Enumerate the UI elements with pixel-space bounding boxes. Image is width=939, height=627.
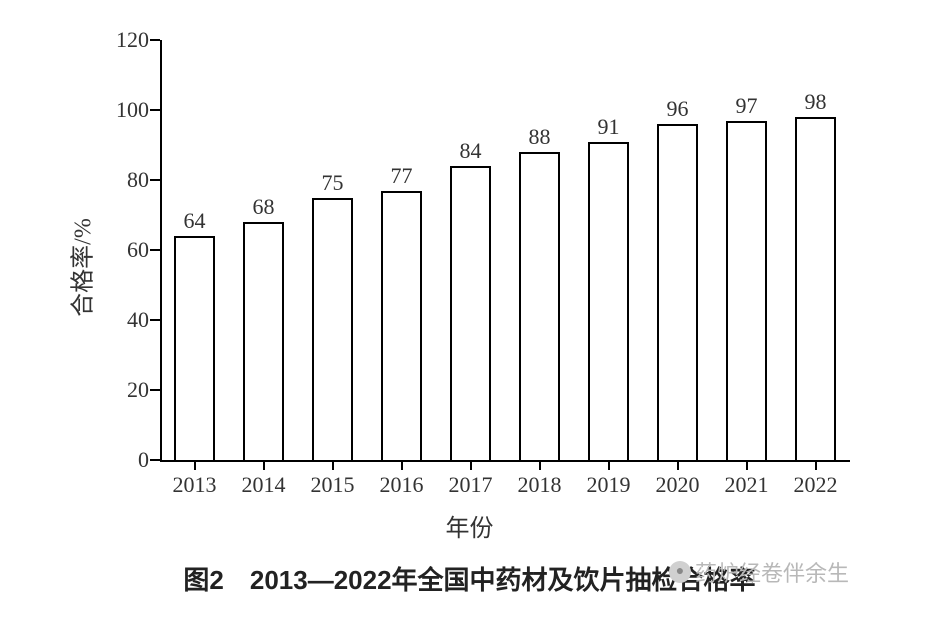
y-tick xyxy=(150,459,160,461)
bar-value-label: 98 xyxy=(805,89,827,115)
y-tick xyxy=(150,179,160,181)
x-tick-label: 2021 xyxy=(725,472,769,498)
x-tick xyxy=(815,460,817,470)
x-tick xyxy=(608,460,610,470)
x-tick-label: 2022 xyxy=(794,472,838,498)
y-tick xyxy=(150,109,160,111)
x-tick-label: 2018 xyxy=(518,472,562,498)
bar xyxy=(519,152,559,460)
bar xyxy=(312,198,352,461)
x-tick xyxy=(539,460,541,470)
bar-value-label: 84 xyxy=(460,138,482,164)
bar-value-label: 75 xyxy=(322,170,344,196)
bar xyxy=(726,121,766,461)
y-tick xyxy=(150,39,160,41)
x-tick-label: 2019 xyxy=(587,472,631,498)
y-tick-label: 100 xyxy=(89,97,149,123)
x-tick xyxy=(401,460,403,470)
x-tick-label: 2016 xyxy=(380,472,424,498)
bar-value-label: 88 xyxy=(529,124,551,150)
watermark: ● 药炉经卷伴余生 xyxy=(669,556,849,588)
bar xyxy=(588,142,628,461)
x-tick-label: 2017 xyxy=(449,472,493,498)
y-tick-label: 0 xyxy=(89,447,149,473)
y-tick xyxy=(150,389,160,391)
bar-value-label: 96 xyxy=(667,96,689,122)
x-tick xyxy=(677,460,679,470)
y-axis-line xyxy=(160,40,162,460)
bar xyxy=(450,166,490,460)
y-tick xyxy=(150,249,160,251)
chart-container: 0 20 40 60 80 100 120 2013 2014 2015 2016 2017 2018… xyxy=(50,20,889,540)
bar xyxy=(381,191,421,461)
x-tick xyxy=(746,460,748,470)
y-tick xyxy=(150,319,160,321)
x-tick xyxy=(470,460,472,470)
watermark-text: 药炉经卷伴余生 xyxy=(695,556,849,588)
bar-value-label: 68 xyxy=(253,194,275,220)
x-tick-label: 2020 xyxy=(656,472,700,498)
bar xyxy=(243,222,283,460)
bar-value-label: 91 xyxy=(598,114,620,140)
y-tick-label: 40 xyxy=(89,307,149,333)
x-axis-title: 年份 xyxy=(446,508,494,543)
bar-value-label: 64 xyxy=(184,208,206,234)
x-tick xyxy=(263,460,265,470)
y-axis-title: 合格率/% xyxy=(63,218,98,317)
y-tick-label: 120 xyxy=(89,27,149,53)
bar-value-label: 97 xyxy=(736,93,758,119)
watermark-avatar-icon: ● xyxy=(669,561,691,583)
x-tick xyxy=(194,460,196,470)
y-tick-label: 60 xyxy=(89,237,149,263)
bar xyxy=(174,236,214,460)
x-tick-label: 2013 xyxy=(173,472,217,498)
y-tick-label: 20 xyxy=(89,377,149,403)
y-tick-label: 80 xyxy=(89,167,149,193)
x-tick-label: 2014 xyxy=(242,472,286,498)
x-tick-label: 2015 xyxy=(311,472,355,498)
x-tick xyxy=(332,460,334,470)
bar xyxy=(657,124,697,460)
bar-value-label: 77 xyxy=(391,163,413,189)
bar xyxy=(795,117,835,460)
